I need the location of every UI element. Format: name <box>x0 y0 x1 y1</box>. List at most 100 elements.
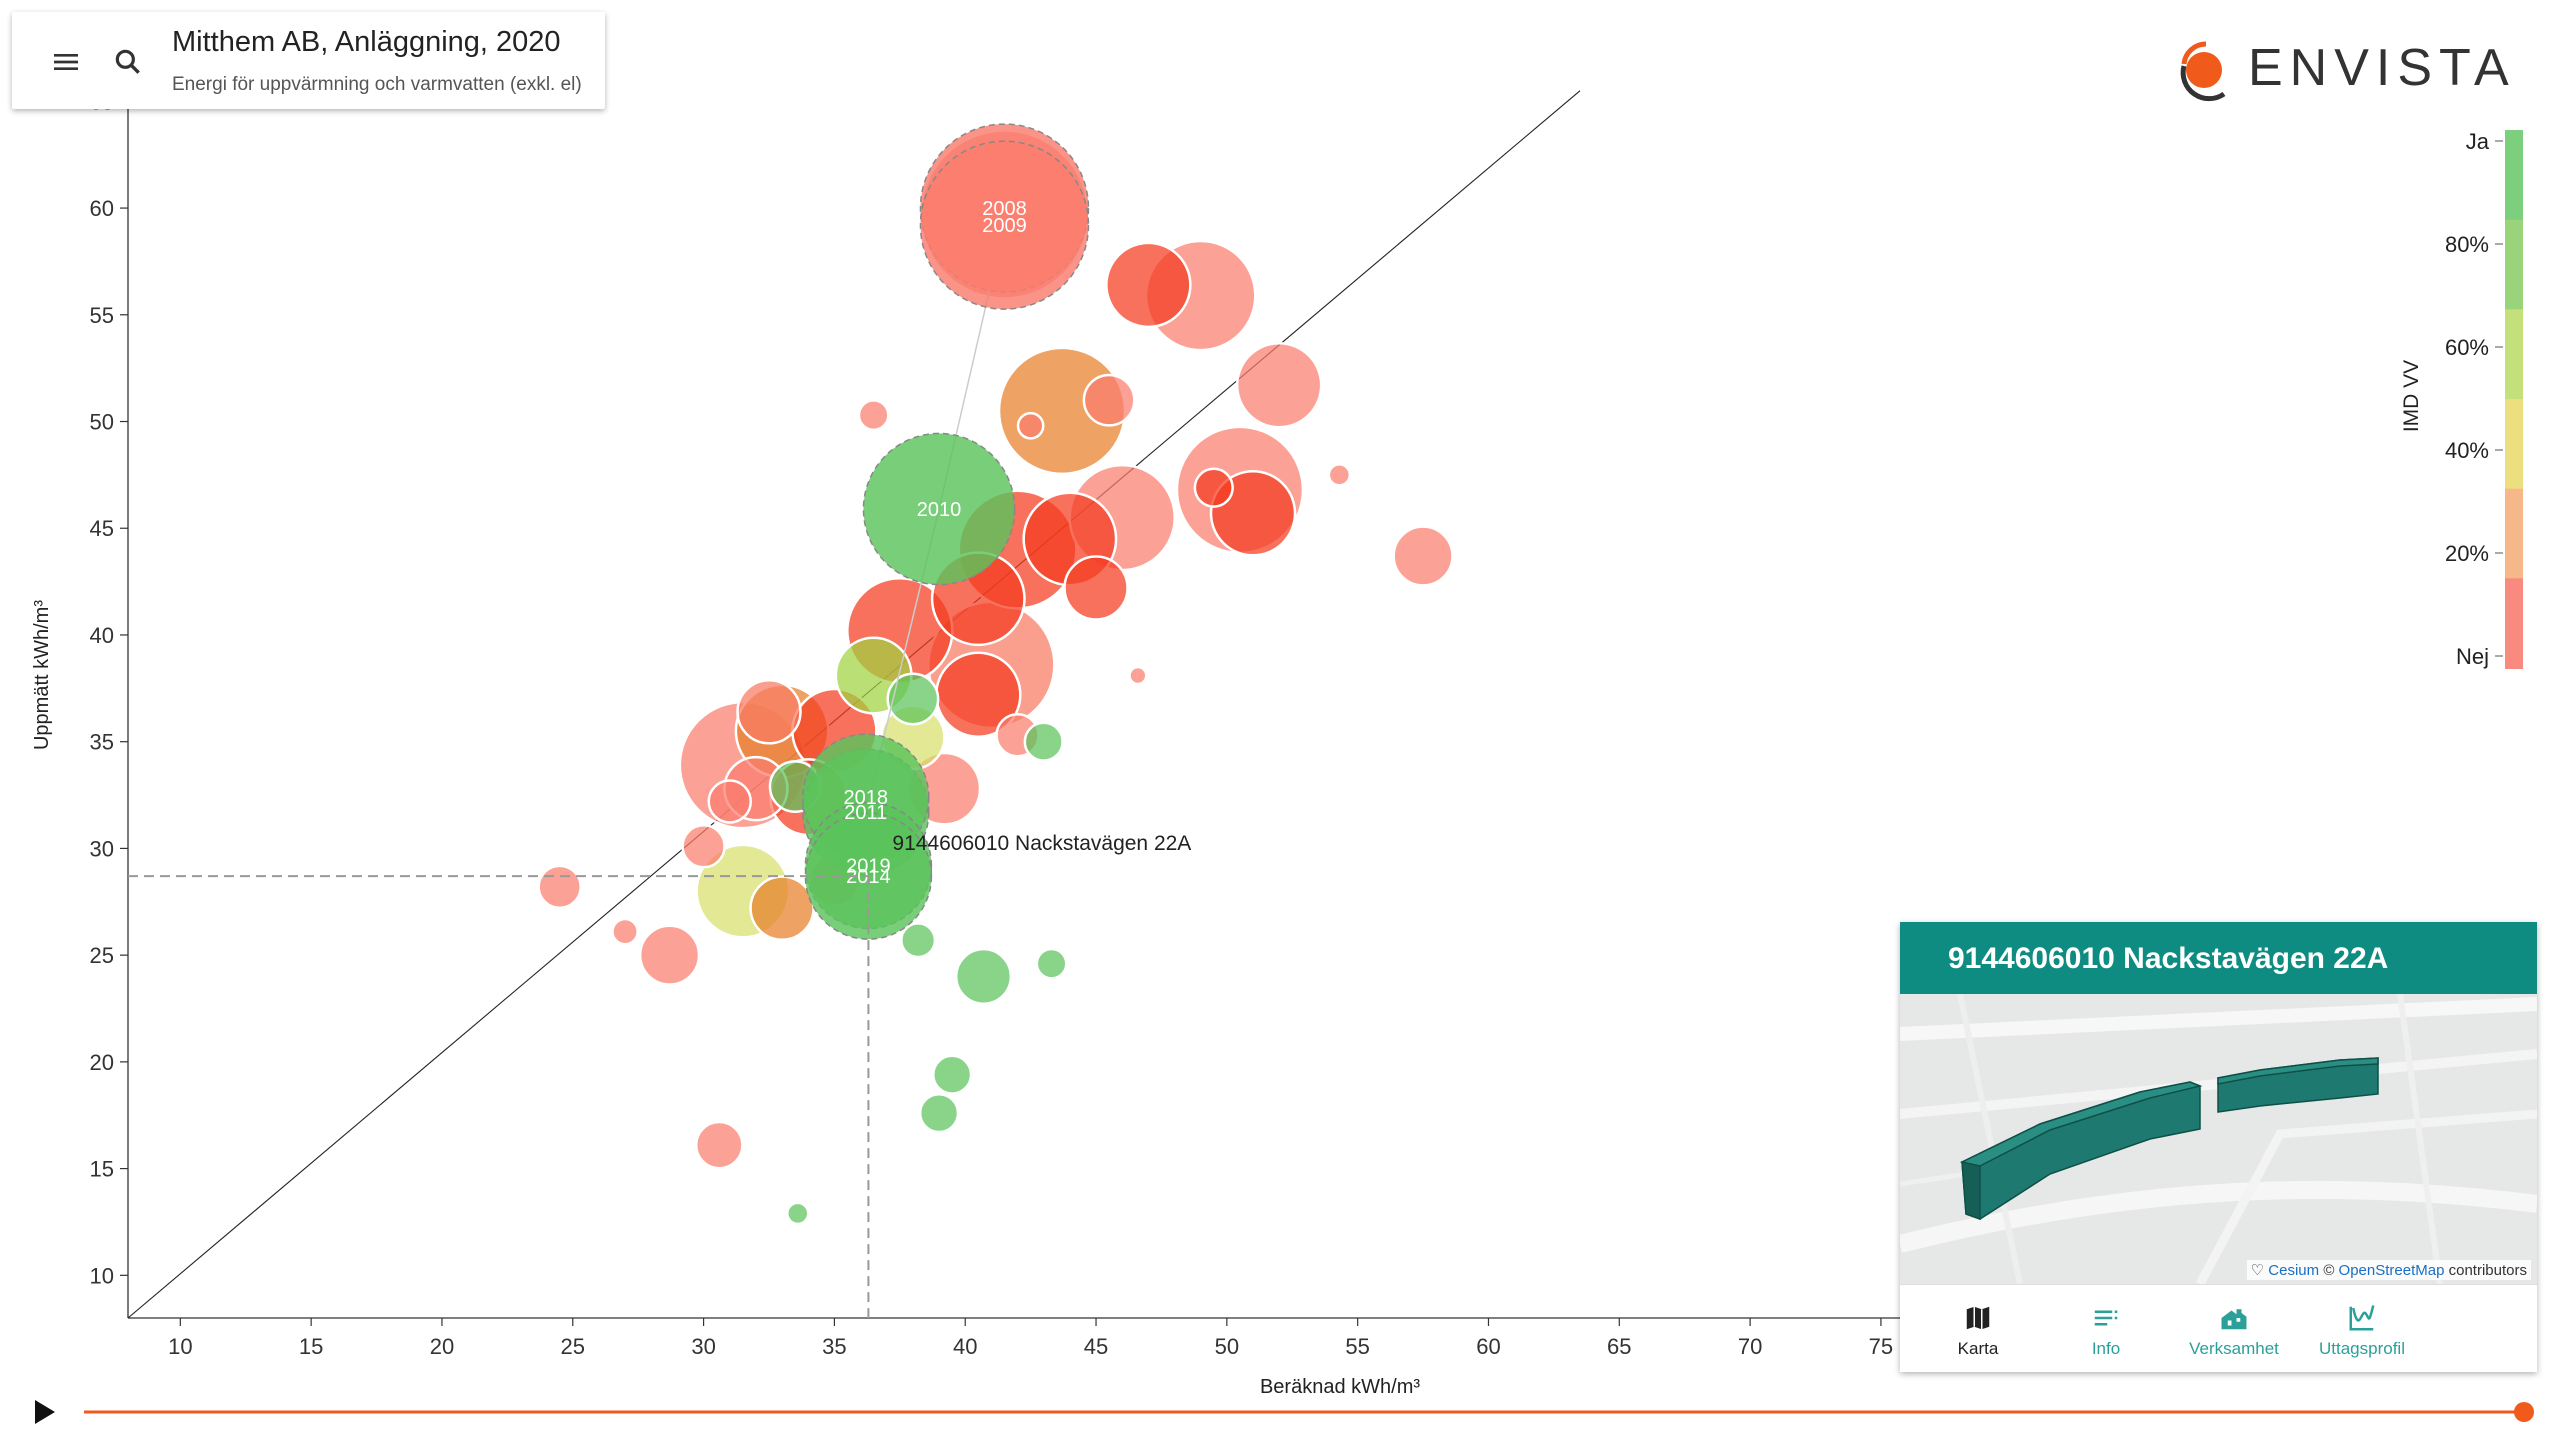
y-tick-label: 60 <box>90 196 114 221</box>
bubble[interactable] <box>1128 665 1148 686</box>
tab-karta[interactable]: Karta <box>1914 1285 2042 1373</box>
x-tick-label: 35 <box>822 1334 846 1359</box>
colorbar-tick-label: Nej <box>2456 644 2489 669</box>
bubble[interactable] <box>749 875 815 941</box>
colorbar-tick-label: 80% <box>2445 232 2489 257</box>
bubble[interactable] <box>1082 373 1136 427</box>
bubble[interactable] <box>1105 241 1192 329</box>
colorbar-segment <box>2505 399 2523 490</box>
bubble[interactable] <box>786 1201 810 1226</box>
x-tick-label: 30 <box>691 1334 715 1359</box>
year-label: 2018 <box>844 787 889 809</box>
tab-uttagsprofil[interactable]: Uttagsprofil <box>2298 1285 2426 1373</box>
y-tick-label: 10 <box>90 1263 114 1288</box>
colorbar-tick-label: 40% <box>2445 438 2489 463</box>
selection-layer: 20082009201020112018201920149144606010 N… <box>128 123 1191 1318</box>
play-icon[interactable] <box>35 1400 55 1424</box>
tab-label: Uttagsprofil <box>2319 1339 2405 1358</box>
x-tick-label: 40 <box>953 1334 977 1359</box>
menu-icon <box>54 54 78 70</box>
bubble[interactable] <box>707 779 752 824</box>
y-tick-label: 45 <box>90 516 114 541</box>
year-label: 2009 <box>982 215 1027 237</box>
map-attribution: ♡ Cesium © OpenStreetMap contributors <box>2246 1260 2531 1280</box>
bubble[interactable] <box>886 672 940 726</box>
x-tick-label: 45 <box>1084 1334 1108 1359</box>
tab-info[interactable]: Info <box>2042 1285 2170 1373</box>
bubble[interactable] <box>1023 721 1064 762</box>
colorbar-tick-label: 20% <box>2445 541 2489 566</box>
y-tick-label: 25 <box>90 943 114 968</box>
colorbar-tick-label: 60% <box>2445 335 2489 360</box>
bubble[interactable] <box>736 679 802 745</box>
logo-text: ENVISTA <box>2248 39 2516 97</box>
bubble[interactable] <box>900 922 937 959</box>
search-button[interactable] <box>112 46 168 102</box>
building-block-east <box>2217 1057 2379 1113</box>
tab-verksamhet[interactable]: Verksamhet <box>2170 1285 2298 1373</box>
colorbar-segment <box>2505 219 2523 311</box>
bubble[interactable] <box>1327 463 1352 487</box>
info-panel-tabs: Karta Info Verksamhet Uttagsprofil <box>1900 1284 2537 1373</box>
highlighted-bubble[interactable] <box>862 432 1016 586</box>
timeline-handle[interactable] <box>2514 1402 2534 1422</box>
y-tick-label: 20 <box>90 1050 114 1075</box>
envista-logo: ENVISTA <box>2170 30 2550 110</box>
y-axis-label: Uppmätt kWh/m³ <box>31 600 53 750</box>
bubble[interactable] <box>611 917 639 946</box>
bubble[interactable] <box>681 824 726 869</box>
colorbar-label: IMD VV <box>2400 360 2423 432</box>
bubble[interactable] <box>1235 341 1323 429</box>
x-tick-label: 15 <box>299 1334 323 1359</box>
building-3d-map[interactable]: ♡ Cesium © OpenStreetMap contributors <box>1900 994 2537 1284</box>
map-view-image <box>1900 994 2537 1284</box>
page-title: Mitthem AB, Anläggning, 2020 <box>172 26 561 58</box>
bubble[interactable] <box>918 1092 960 1134</box>
y-tick-label: 50 <box>90 410 114 435</box>
map-icon <box>1966 1306 1990 1330</box>
bubble[interactable] <box>537 864 582 910</box>
building-info-panel: 9144606010 Nackstavägen 22A ♡ Cesium <box>1900 922 2537 1372</box>
bubble[interactable] <box>954 947 1013 1006</box>
bubble[interactable] <box>1392 525 1454 587</box>
tab-label: Verksamhet <box>2189 1339 2279 1358</box>
colorbar-tick-label: Ja <box>2466 129 2490 154</box>
y-tick-label: 40 <box>90 623 114 648</box>
attribution-suffix: contributors <box>2448 1262 2527 1279</box>
menu-button[interactable] <box>50 46 106 102</box>
osm-link[interactable]: OpenStreetMap <box>2338 1262 2445 1279</box>
building-block-west <box>1959 1081 2203 1221</box>
x-tick-label: 65 <box>1607 1334 1631 1359</box>
info-panel-header: 9144606010 Nackstavägen 22A <box>1900 922 2537 994</box>
y-tick-label: 55 <box>90 303 114 328</box>
bubble[interactable] <box>1193 467 1234 508</box>
info-panel-title: 9144606010 Nackstavägen 22A <box>1948 942 2389 975</box>
colorbar-segment <box>2505 488 2523 580</box>
bubble[interactable] <box>857 399 890 432</box>
year-label: 2008 <box>982 198 1027 220</box>
cesium-link[interactable]: Cesium <box>2268 1262 2320 1279</box>
timeline[interactable] <box>35 1400 2534 1424</box>
x-tick-label: 50 <box>1215 1334 1239 1359</box>
highlighted-bubble[interactable] <box>919 140 1090 310</box>
bubble[interactable] <box>1063 555 1129 621</box>
x-tick-label: 60 <box>1476 1334 1500 1359</box>
y-tick-label: 15 <box>90 1157 114 1182</box>
copyright-sign: © <box>2323 1262 2335 1279</box>
x-tick-label: 10 <box>168 1334 192 1359</box>
bubble[interactable] <box>694 1120 744 1170</box>
bubble[interactable] <box>638 924 701 986</box>
year-label: 2010 <box>917 499 962 521</box>
tab-label: Info <box>2091 1339 2121 1358</box>
bubble[interactable] <box>931 1054 973 1095</box>
bubble[interactable] <box>1016 411 1045 440</box>
y-tick-label: 35 <box>90 730 114 755</box>
logo-mark-icon <box>2180 41 2226 102</box>
bubble[interactable] <box>1035 947 1068 980</box>
year-label: 2019 <box>846 855 891 877</box>
x-axis-label: Beräknad kWh/m³ <box>1260 1376 1420 1398</box>
page-subtitle: Energi för uppvärmning och varmvatten (e… <box>172 74 582 95</box>
x-tick-label: 20 <box>430 1334 454 1359</box>
x-tick-label: 70 <box>1738 1334 1762 1359</box>
x-tick-label: 25 <box>561 1334 585 1359</box>
